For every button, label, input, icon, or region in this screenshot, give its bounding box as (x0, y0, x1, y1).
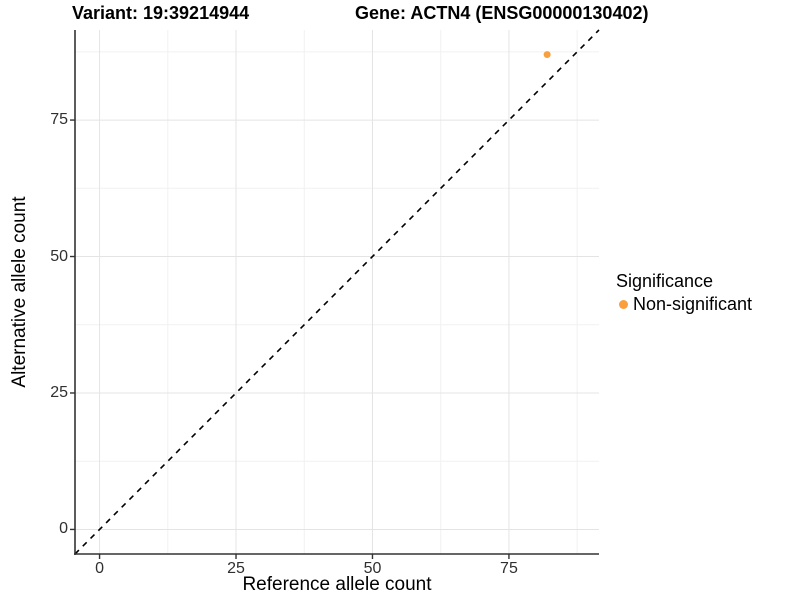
y-tick-label: 25 (50, 383, 68, 401)
x-tick-label: 25 (227, 560, 245, 577)
legend-item: Non-significant (616, 294, 752, 315)
legend-item-label: Non-significant (633, 294, 753, 314)
legend-items: Non-significant (616, 294, 752, 315)
y-tick-label: 75 (50, 111, 68, 129)
x-tick-label: 75 (500, 560, 518, 577)
legend-dot-icon (619, 300, 628, 309)
y-tick-label: 50 (50, 247, 68, 265)
legend: Significance Non-significant (616, 271, 752, 315)
x-tick-label: 50 (363, 560, 382, 577)
x-axis-title: Reference allele count (242, 574, 432, 595)
data-point (543, 51, 551, 59)
legend-title: Significance (616, 271, 714, 291)
identity-line (74, 29, 600, 555)
y-axis-title: Alternative allele count (9, 196, 30, 388)
plot-title-gene: Gene: ACTN4 (ENSG00000130402) (355, 3, 649, 23)
x-tick-label: 0 (95, 560, 105, 577)
y-tick-label: 0 (59, 520, 68, 538)
plot-title-variant: Variant: 19:39214944 (72, 3, 250, 23)
